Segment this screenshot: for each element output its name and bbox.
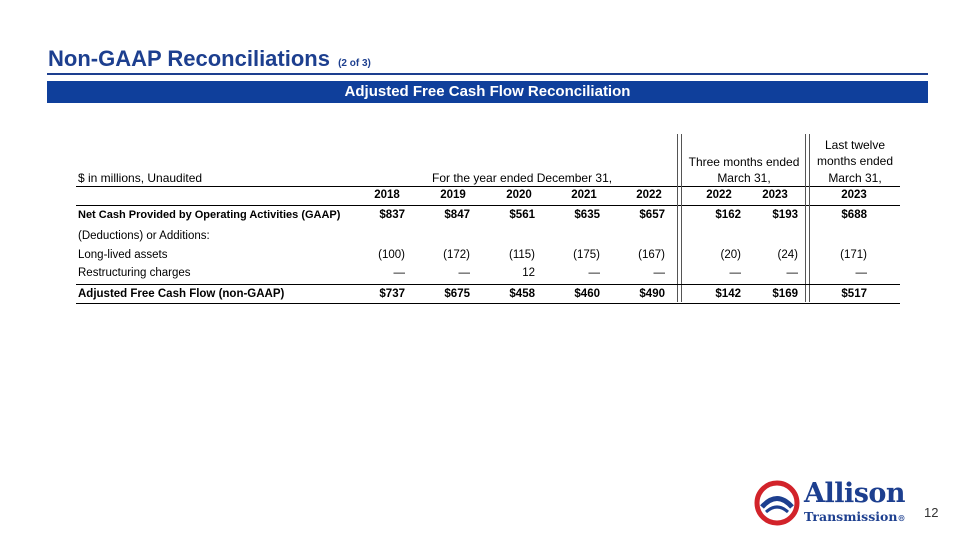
logo-subtext: Transmission® — [804, 509, 906, 524]
year-header: 2022 — [636, 189, 662, 201]
table-cell: $635 — [574, 209, 600, 221]
year-group-header: For the year ended December 31, — [432, 171, 613, 185]
unit-label: $ in millions, Unaudited — [78, 171, 203, 185]
logo-wordmark: Allison — [804, 478, 906, 509]
year-header: 2018 — [374, 189, 400, 201]
year-header: 2019 — [440, 189, 466, 201]
table-cell: $657 — [639, 209, 665, 221]
table-cell: $162 — [715, 209, 741, 221]
table-cell: $193 — [772, 209, 798, 221]
year-header: 2021 — [571, 189, 597, 201]
allison-mark-icon — [754, 480, 800, 526]
table-row-label: Net Cash Provided by Operating Activitie… — [78, 209, 341, 221]
header-rule — [76, 186, 900, 187]
page-title-subtitle: (2 of 3) — [338, 58, 371, 69]
table-cell: 12 — [522, 267, 535, 279]
page-number: 12 — [924, 505, 939, 520]
table-cell: $458 — [509, 288, 535, 300]
table-cell: (20) — [720, 249, 741, 261]
table-cell: (167) — [638, 249, 665, 261]
table-cell: $737 — [379, 288, 405, 300]
table-cell: $142 — [715, 288, 741, 300]
table-cell: $561 — [509, 209, 535, 221]
column-separator — [805, 134, 806, 302]
table-cell: $847 — [444, 209, 470, 221]
year-header: 2020 — [506, 189, 532, 201]
table-cell: (115) — [509, 249, 535, 261]
table-cell: (24) — [777, 249, 798, 261]
table-cell: — — [588, 267, 601, 279]
table-cell: $460 — [574, 288, 600, 300]
bottom-rule — [76, 303, 900, 304]
table-cell: $837 — [379, 209, 405, 221]
ltm-header-line1: Last twelve — [824, 138, 886, 152]
table-cell: (175) — [573, 249, 600, 261]
table-row-label: (Deductions) or Additions: — [78, 230, 210, 242]
column-separator — [809, 134, 810, 302]
ltm-header-line2: months ended — [816, 154, 894, 168]
table-cell: $490 — [639, 288, 665, 300]
table-cell: $169 — [772, 288, 798, 300]
column-separator — [677, 134, 678, 302]
page-title: Non-GAAP Reconciliations (2 of 3) — [48, 46, 371, 72]
table-cell: — — [653, 267, 666, 279]
year-header: 2023 — [841, 189, 867, 201]
table-cell: (172) — [443, 249, 470, 261]
table-cell: $675 — [444, 288, 470, 300]
year-header: 2023 — [762, 189, 788, 201]
table-cell: — — [729, 267, 742, 279]
title-rule — [47, 73, 928, 75]
column-separator — [681, 134, 682, 302]
ltm-header-line3: March 31, — [828, 171, 882, 185]
year-rule — [76, 205, 900, 206]
table-cell: — — [855, 267, 868, 279]
page-title-text: Non-GAAP Reconciliations — [48, 46, 330, 71]
table-row-label: Adjusted Free Cash Flow (non-GAAP) — [78, 288, 285, 300]
three-months-header-line1: Three months ended — [688, 155, 800, 169]
table-cell: $517 — [841, 288, 867, 300]
table-row-label: Restructuring charges — [78, 267, 191, 279]
table-cell: (171) — [840, 249, 867, 261]
allison-logo: Allison Transmission® — [754, 478, 924, 526]
total-rule — [76, 284, 900, 285]
section-banner: Adjusted Free Cash Flow Reconciliation — [47, 81, 928, 103]
three-months-header-line2: March 31, — [717, 171, 771, 185]
table-cell: — — [458, 267, 471, 279]
table-cell: — — [786, 267, 799, 279]
year-header: 2022 — [706, 189, 732, 201]
table-cell: (100) — [378, 249, 405, 261]
table-row-label: Long-lived assets — [78, 249, 168, 261]
table-cell: — — [393, 267, 406, 279]
table-cell: $688 — [841, 209, 867, 221]
